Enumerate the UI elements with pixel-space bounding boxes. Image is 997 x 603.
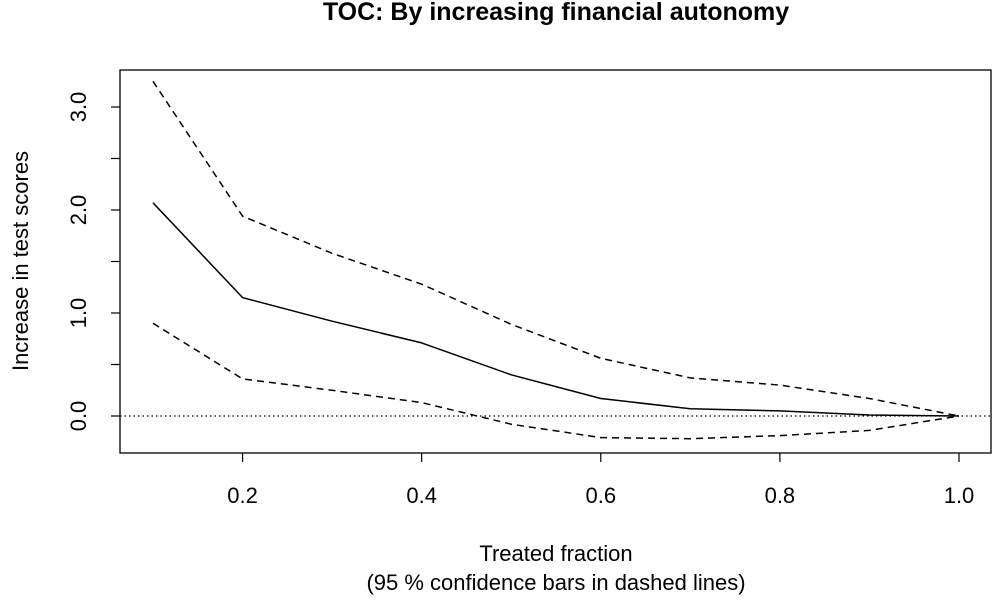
- lower-confidence-line: [152, 322, 960, 440]
- chart-title: TOC: By increasing financial autonomy: [323, 0, 789, 26]
- y-axis-label: Increase in test scores: [8, 151, 33, 371]
- x-axis-label: Treated fraction: [479, 541, 632, 566]
- x-tick-label: 1.0: [944, 483, 975, 508]
- y-tick-label: 1.0: [66, 298, 91, 329]
- estimate-line: [152, 202, 960, 417]
- x-axis: 0.2 0.4 0.6 0.8 1.0: [227, 453, 974, 508]
- y-tick-label: 0.0: [66, 401, 91, 432]
- upper-confidence-line: [152, 80, 960, 417]
- x-tick-label: 0.8: [765, 483, 796, 508]
- series-layer: [152, 80, 960, 440]
- x-tick-label: 0.4: [406, 483, 437, 508]
- x-tick-label: 0.6: [585, 483, 616, 508]
- y-tick-label: 2.0: [66, 195, 91, 226]
- y-axis: 0.0 1.0 2.0 3.0: [66, 92, 120, 432]
- x-tick-label: 0.2: [227, 483, 258, 508]
- y-tick-label: 3.0: [66, 92, 91, 123]
- x-axis-sublabel: (95 % confidence bars in dashed lines): [366, 570, 745, 595]
- plot-frame: [119, 69, 992, 454]
